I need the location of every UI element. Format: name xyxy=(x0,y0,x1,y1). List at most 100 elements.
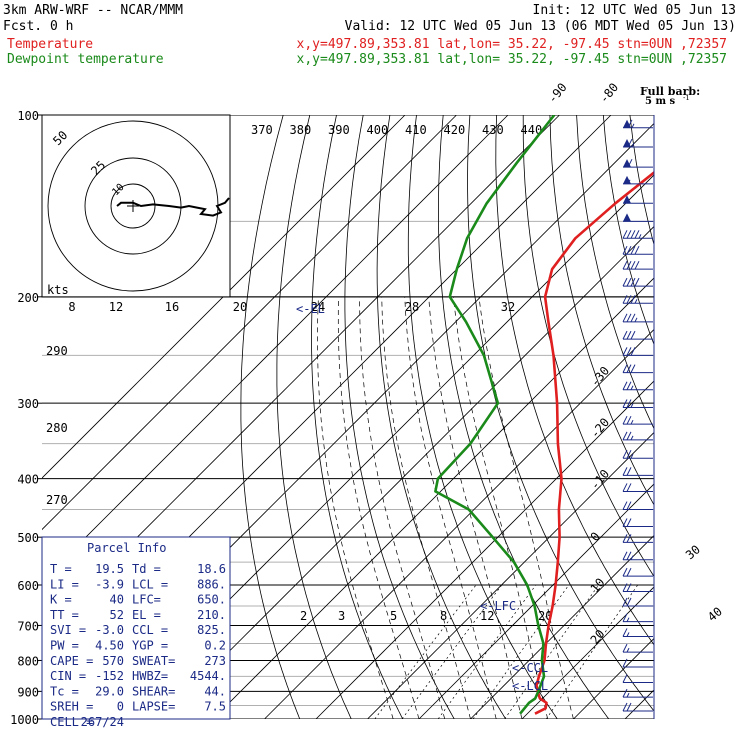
mixing-ratio-label: 12 xyxy=(480,609,494,623)
parcel-label: LAPSE= xyxy=(132,700,175,714)
wind-barb-flag xyxy=(622,567,628,577)
wind-barb xyxy=(622,501,653,511)
parcel-value: 886. xyxy=(197,577,226,591)
dry-adiabat xyxy=(376,115,507,719)
wind-barb-flag xyxy=(622,381,628,390)
wind-barb-flag xyxy=(630,260,636,270)
wind-barb xyxy=(622,658,653,668)
parcel-label: SREH = xyxy=(50,700,93,714)
parcel-value: 0 xyxy=(117,700,124,714)
parcel-label: LFC= xyxy=(132,593,161,607)
theta-label: 390 xyxy=(328,123,350,137)
dry-adiabat-label: 290 xyxy=(46,344,68,358)
wind-barb-flag xyxy=(622,613,628,622)
wind-barb-half xyxy=(634,317,638,323)
parcel-value: 273 xyxy=(204,654,226,668)
wind-barb-flag xyxy=(622,277,628,287)
wind-barb-half xyxy=(626,647,630,653)
wind-barb-flag xyxy=(626,449,632,459)
wind-barb xyxy=(622,597,653,607)
wind-barb-flag xyxy=(622,674,628,683)
isotherm xyxy=(42,115,509,582)
wind-barb-flag xyxy=(626,347,632,356)
theta-label: 420 xyxy=(444,123,466,137)
wind-barb-half xyxy=(630,385,634,390)
wind-barb-flag xyxy=(622,295,628,304)
isotherm xyxy=(264,328,654,719)
wind-barb xyxy=(622,688,653,698)
wind-barb-flag xyxy=(630,347,636,356)
moist-adiabat xyxy=(317,296,394,719)
wind-barb xyxy=(622,551,653,561)
isotherm xyxy=(728,115,740,719)
theta-label: 400 xyxy=(367,123,389,137)
theta-label: 380 xyxy=(290,123,312,137)
temperature-legend: Temperature xyxy=(7,37,93,52)
parcel-label: HWBZ= xyxy=(132,669,168,683)
wind-barb-flag xyxy=(622,313,628,323)
wind-barb xyxy=(622,583,653,592)
wind-barb-half xyxy=(630,453,634,459)
isotherm xyxy=(470,534,654,719)
wind-barb xyxy=(622,643,653,653)
parcel-label: CELL = xyxy=(50,715,93,729)
wind-barb-half xyxy=(627,179,631,185)
moist-adiabat xyxy=(478,296,574,719)
dry-adiabat xyxy=(240,115,301,719)
parcel-value: 29.0 xyxy=(95,684,124,698)
wind-barb-flag xyxy=(626,313,632,323)
wind-barb-flag xyxy=(630,277,636,287)
wind-barb-flag xyxy=(622,467,628,476)
wind-barb-flag xyxy=(626,597,632,607)
mixing-ratio-line xyxy=(374,584,477,719)
isotherm xyxy=(677,115,740,719)
isotherm xyxy=(418,483,654,719)
wind-barb-flag xyxy=(626,518,632,527)
dry-adiabat-label: 280 xyxy=(46,421,68,435)
hodograph-scale-label: 8 xyxy=(68,300,75,314)
hodograph-scale-label: 12 xyxy=(109,300,123,314)
wind-barb xyxy=(622,245,653,255)
isotherm xyxy=(42,115,406,479)
wind-barb-flag xyxy=(622,415,628,425)
wind-barb-flag xyxy=(634,230,640,239)
wind-barb-flag xyxy=(634,260,640,270)
pressure-label-1000: 1000 xyxy=(10,713,39,727)
wind-barb-pennant xyxy=(623,213,631,222)
wind-barb-half xyxy=(630,555,634,561)
wind-barb-flag xyxy=(626,567,632,577)
dry-adiabat xyxy=(311,115,404,719)
parcel-value: 7.5 xyxy=(204,700,226,714)
wind-barb-half xyxy=(634,299,638,304)
pressure-label-500: 500 xyxy=(17,531,39,545)
hodograph-ring xyxy=(84,157,182,255)
dry-adiabat xyxy=(657,115,740,732)
isotherm-label: 40 xyxy=(705,604,725,624)
wind-barb-half xyxy=(626,632,630,637)
wind-barb-flag xyxy=(630,364,636,373)
parcel-value: 4544. xyxy=(190,669,226,683)
isotherm-label: 10 xyxy=(588,575,608,595)
parcel-value: -152 xyxy=(95,669,124,683)
wind-barb-half xyxy=(630,403,634,408)
barb-legend-unit: 5 m s xyxy=(645,96,676,107)
wind-barb-flag xyxy=(622,364,628,373)
wind-barb-flag xyxy=(622,245,628,255)
parcel-label: EL = xyxy=(132,608,161,622)
wind-barb-flag xyxy=(626,702,632,712)
mixing-ratio-line xyxy=(437,584,537,719)
hodograph-scale-label: 24 xyxy=(311,300,325,314)
wind-barb-flag xyxy=(630,330,636,340)
wind-barb-flag xyxy=(626,295,632,304)
temperature-trace xyxy=(534,170,654,715)
dewpoint-trace xyxy=(434,115,556,715)
wind-barb-flag xyxy=(622,702,628,712)
dry-adiabat xyxy=(629,115,654,246)
wind-barb xyxy=(622,260,653,270)
lfc-marker: <-LFC xyxy=(480,599,516,613)
isotherm-label: -90 xyxy=(545,80,570,106)
parcel-label: CCL = xyxy=(132,623,168,637)
temperature-location-info: x,y=497.89,353.81 lat,lon= 35.22, -97.45… xyxy=(297,37,727,52)
isotherm-label: -20 xyxy=(588,415,613,441)
